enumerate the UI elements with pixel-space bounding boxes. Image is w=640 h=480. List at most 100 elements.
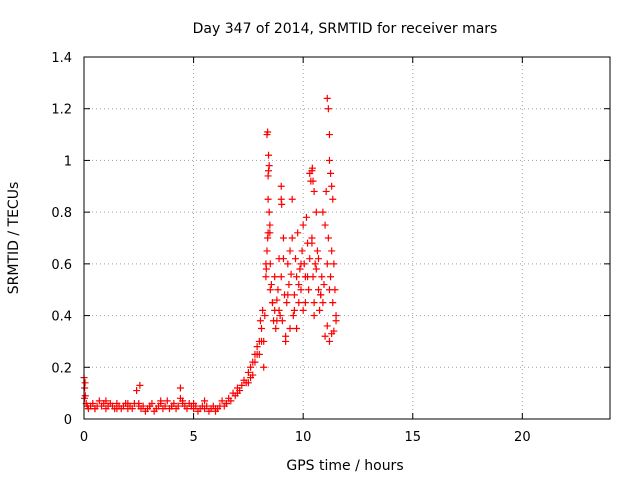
axis-ticks: 0 5 10 15 20 0 0.2 0.4 0.6 0.8 1 1.2 1.4 xyxy=(51,51,610,445)
data-point xyxy=(262,260,270,268)
data-point xyxy=(297,286,305,294)
data-point xyxy=(272,325,280,332)
data-point xyxy=(222,399,230,407)
data-point xyxy=(274,286,282,294)
data-point xyxy=(286,247,294,255)
data-point xyxy=(265,162,273,170)
data-point xyxy=(124,399,132,407)
data-points xyxy=(80,94,340,415)
data-point xyxy=(161,402,169,410)
data-point xyxy=(319,299,327,307)
data-point xyxy=(258,337,266,345)
data-point xyxy=(282,337,290,345)
data-point xyxy=(163,397,171,405)
data-point xyxy=(295,281,303,289)
plot-frame xyxy=(83,56,611,420)
y-tick-label: 0.4 xyxy=(51,310,72,325)
data-point xyxy=(321,221,329,229)
data-point xyxy=(291,255,299,263)
data-point xyxy=(258,325,266,332)
data-point xyxy=(329,195,337,203)
data-point xyxy=(251,358,259,366)
data-point xyxy=(288,234,296,242)
data-point xyxy=(249,371,257,379)
data-point xyxy=(327,169,335,177)
data-point xyxy=(265,167,273,175)
data-point xyxy=(309,177,317,185)
data-point xyxy=(263,247,271,255)
data-point xyxy=(128,405,136,413)
data-point xyxy=(279,255,287,263)
data-point xyxy=(302,213,310,221)
data-point xyxy=(113,405,121,413)
data-point xyxy=(256,317,264,325)
data-point xyxy=(316,306,324,314)
data-point xyxy=(308,164,316,172)
data-point xyxy=(312,265,320,273)
data-point xyxy=(289,312,297,320)
data-point xyxy=(315,286,323,294)
data-point xyxy=(297,260,305,268)
data-point xyxy=(293,273,301,281)
data-point xyxy=(277,182,285,190)
data-point xyxy=(278,200,286,208)
data-point xyxy=(271,273,279,281)
data-point xyxy=(212,405,219,413)
data-point xyxy=(330,327,338,335)
data-point xyxy=(157,397,165,405)
data-point xyxy=(233,389,241,397)
data-point xyxy=(328,247,336,255)
data-point xyxy=(253,343,261,351)
data-point xyxy=(290,291,298,299)
chart-title: Day 347 of 2014, SRMTID for receiver mar… xyxy=(193,21,498,37)
data-point xyxy=(265,208,273,216)
y-tick-label: 0.2 xyxy=(51,361,72,376)
data-point xyxy=(301,299,309,307)
x-tick-label: 15 xyxy=(404,430,421,445)
grid-lines xyxy=(84,57,610,419)
data-point xyxy=(273,296,281,304)
data-point xyxy=(324,105,332,113)
data-point xyxy=(290,306,298,314)
data-point xyxy=(318,273,326,281)
data-point xyxy=(264,128,272,136)
plot-border xyxy=(83,56,611,420)
data-point xyxy=(276,312,284,320)
data-point xyxy=(323,260,331,268)
y-tick-label: 0 xyxy=(64,413,72,428)
data-point xyxy=(288,195,296,203)
y-tick-label: 0.6 xyxy=(51,258,72,273)
data-point xyxy=(277,273,285,281)
data-point xyxy=(317,291,325,299)
data-point xyxy=(218,397,226,405)
data-point xyxy=(285,281,293,289)
data-point xyxy=(325,131,333,139)
data-point xyxy=(264,229,272,237)
data-point xyxy=(275,306,283,314)
data-point xyxy=(299,306,307,314)
data-point xyxy=(183,405,191,413)
data-point xyxy=(265,151,273,159)
x-axis-label: GPS time / hours xyxy=(286,458,403,474)
data-point xyxy=(304,273,312,281)
data-point xyxy=(310,187,318,195)
data-point xyxy=(322,187,330,195)
x-tick-label: 0 xyxy=(80,430,88,445)
data-point xyxy=(327,273,335,281)
data-point xyxy=(296,265,304,273)
data-point xyxy=(306,255,314,263)
data-point xyxy=(176,384,184,392)
data-point xyxy=(179,399,187,407)
data-point xyxy=(283,299,291,307)
data-point xyxy=(264,195,272,203)
data-point xyxy=(315,255,323,263)
data-point xyxy=(332,317,340,325)
data-point xyxy=(266,221,274,229)
y-tick-label: 1 xyxy=(64,154,72,169)
y-axis-label: SRMTID / TECUs xyxy=(6,182,22,295)
data-point xyxy=(286,325,294,332)
data-point xyxy=(244,379,252,387)
y-tick-label: 1.4 xyxy=(51,51,72,66)
data-point xyxy=(89,399,97,407)
